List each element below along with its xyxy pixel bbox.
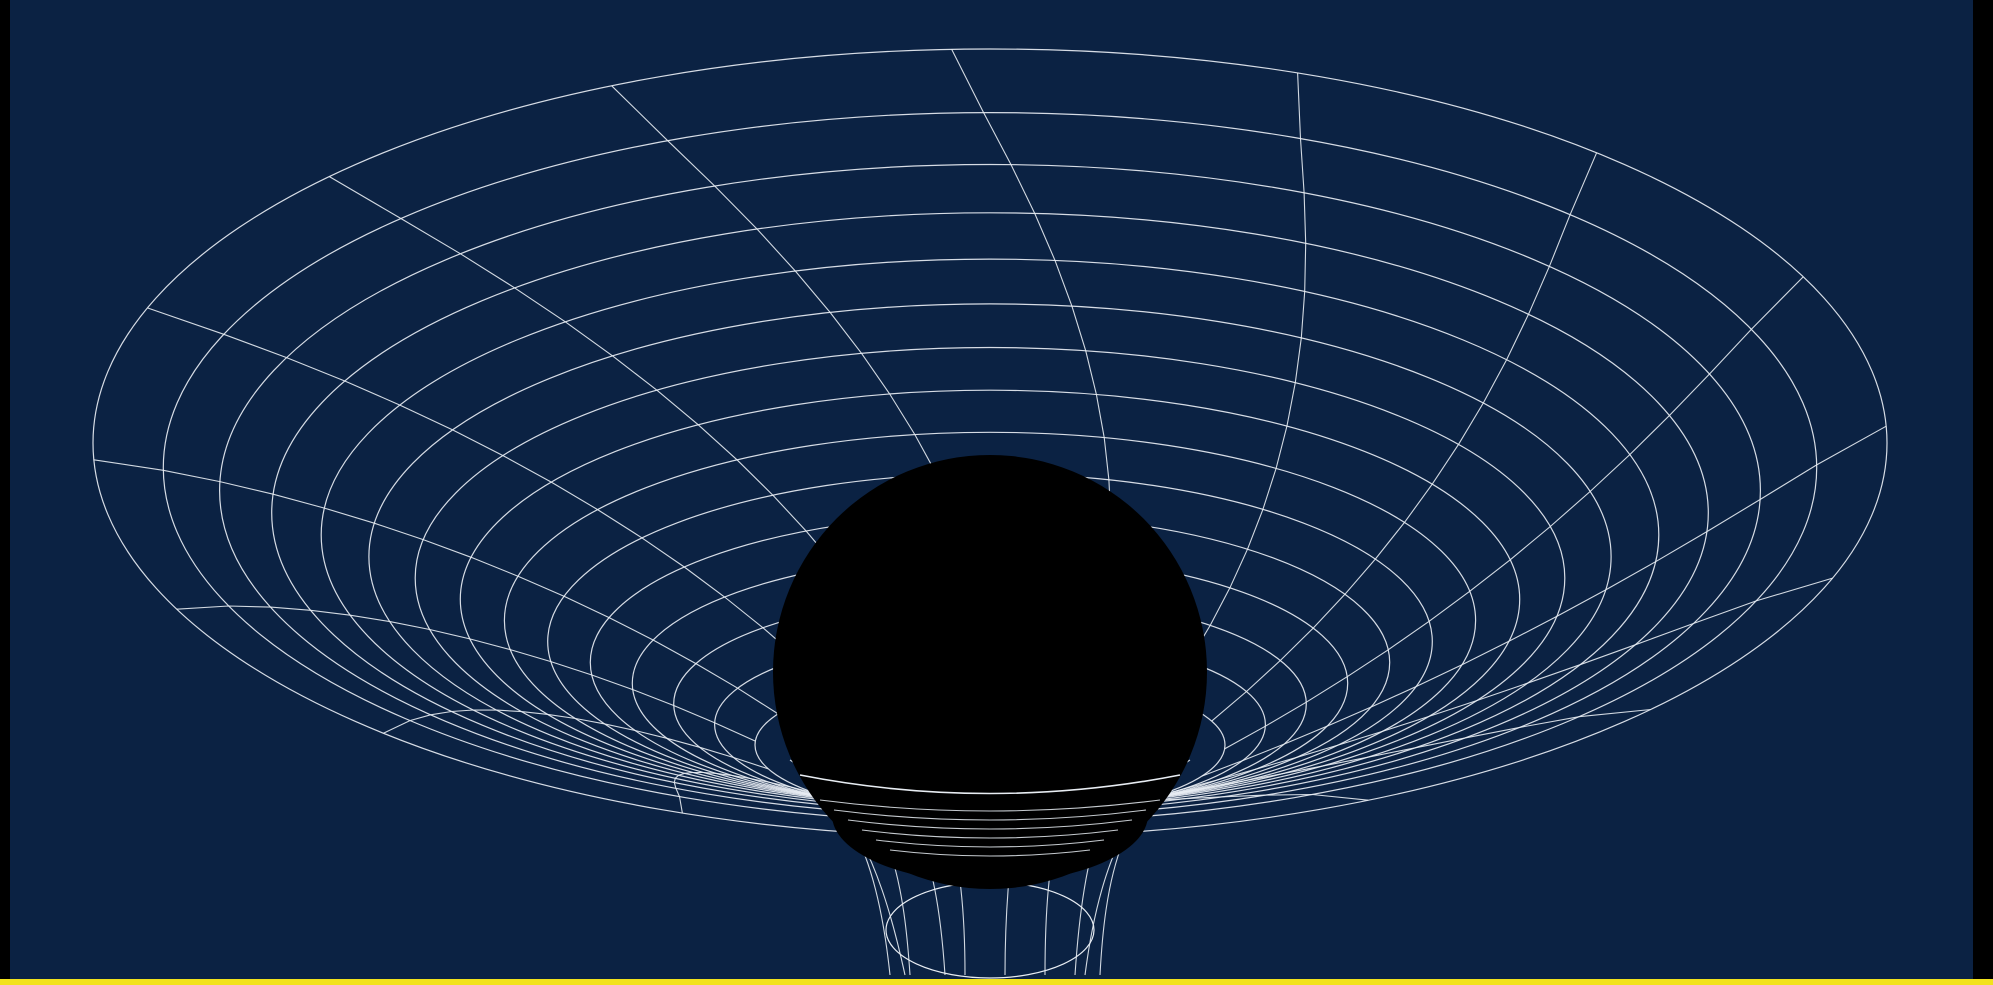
radial-line bbox=[383, 709, 769, 770]
diagram-panel bbox=[10, 0, 1973, 979]
radial-line bbox=[673, 771, 816, 814]
gravity-well-diagram bbox=[10, 0, 1973, 979]
radial-line bbox=[1224, 276, 1804, 750]
hole-grid-arc bbox=[861, 829, 1119, 839]
radial-line bbox=[1211, 152, 1598, 722]
hole-grid-arc bbox=[875, 839, 1105, 848]
hole-grid-arc bbox=[819, 799, 1161, 812]
radial-line bbox=[1201, 425, 1887, 777]
radial-line bbox=[1164, 72, 1307, 698]
hole-grid-arc bbox=[847, 819, 1133, 830]
radial-line bbox=[176, 605, 756, 742]
hole-rim bbox=[799, 774, 1181, 795]
hole-grid-arc bbox=[833, 809, 1147, 821]
black-hole bbox=[773, 455, 1207, 889]
radial-line bbox=[93, 459, 779, 715]
radial-grid-lines bbox=[93, 49, 1887, 838]
highlight-bar bbox=[0, 979, 1993, 985]
radial-line bbox=[147, 307, 834, 692]
hole-sphere bbox=[773, 455, 1207, 889]
radial-line bbox=[1146, 577, 1833, 800]
hole-grid-arc bbox=[889, 849, 1091, 857]
